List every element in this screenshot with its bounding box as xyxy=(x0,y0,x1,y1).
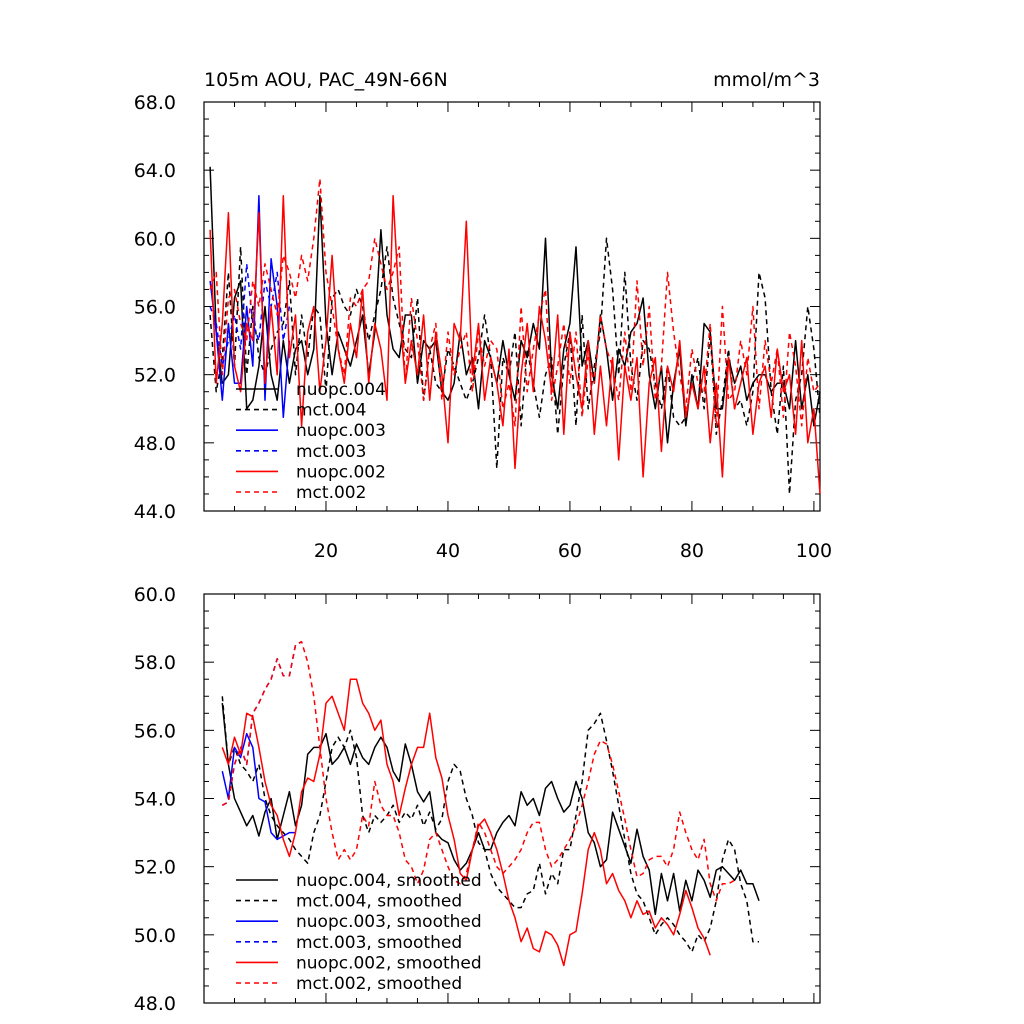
bottom-y-tick-label: 60.0 xyxy=(134,584,176,606)
top-x-tick-label: 40 xyxy=(436,540,460,562)
top-y-tick-label: 56.0 xyxy=(134,297,176,319)
bottom-legend-label: nuopc.003, smoothed xyxy=(296,912,482,932)
bottom-legend-label: mct.003, smoothed xyxy=(296,933,462,953)
top-series-mct-002 xyxy=(209,177,821,427)
bottom-legend-label: mct.004, smoothed xyxy=(296,892,462,912)
top-series-nuopc-003 xyxy=(209,194,291,419)
top-series-nuopc-002 xyxy=(209,194,821,495)
bottom-panel: 48.0 50.0 52.0 54.0 56.0 58.0 60.0 nuopc.004, s… xyxy=(134,584,821,1015)
bottom-y-tick-label: 50.0 xyxy=(134,925,176,947)
bottom-series-mct-003-smoothed xyxy=(221,641,302,806)
top-y-tick-label: 52.0 xyxy=(134,365,176,387)
bottom-y-tick-label: 48.0 xyxy=(134,993,176,1015)
top-panel: 105m AOU, PAC_49N-66N mmol/m^3 44.0 48.0 5… xyxy=(134,69,832,562)
top-units: mmol/m^3 xyxy=(713,69,820,91)
top-y-tick-label: 44.0 xyxy=(134,501,176,523)
top-legend-label: nuopc.003 xyxy=(296,421,386,441)
top-y-tick-label: 60.0 xyxy=(134,228,176,250)
top-y-tick-label: 48.0 xyxy=(134,433,176,455)
top-y-tick-label: 68.0 xyxy=(134,92,176,114)
bottom-legend-label: nuopc.004, smoothed xyxy=(296,871,482,891)
bottom-y-tick-label: 56.0 xyxy=(134,720,176,742)
bottom-legend-label: mct.002, smoothed xyxy=(296,974,462,994)
top-y-tick-label: 64.0 xyxy=(134,160,176,182)
bottom-y-tick-label: 54.0 xyxy=(134,789,176,811)
bottom-series-mct-002-smoothed xyxy=(221,640,735,902)
top-x-tick-label: 20 xyxy=(314,540,338,562)
top-legend-label: nuopc.004 xyxy=(296,380,386,400)
top-title: 105m AOU, PAC_49N-66N xyxy=(204,69,448,91)
top-legend-label: mct.002 xyxy=(296,483,366,503)
top-series-mct-003 xyxy=(209,263,291,367)
bottom-series-nuopc-002-smoothed xyxy=(221,678,711,967)
top-legend-label: nuopc.002 xyxy=(296,462,386,482)
bottom-series-nuopc-003-smoothed xyxy=(221,732,296,841)
top-x-tick-label: 100 xyxy=(796,540,832,562)
top-x-tick-label: 60 xyxy=(558,540,582,562)
bottom-y-tick-label: 58.0 xyxy=(134,652,176,674)
top-legend-label: mct.003 xyxy=(296,442,366,462)
top-x-tick-label: 80 xyxy=(680,540,704,562)
bottom-legend-label: nuopc.002, smoothed xyxy=(296,953,482,973)
bottom-series-mct-004-smoothed xyxy=(221,696,759,953)
bottom-y-tick-label: 52.0 xyxy=(134,857,176,879)
top-legend-label: mct.004 xyxy=(296,401,366,421)
